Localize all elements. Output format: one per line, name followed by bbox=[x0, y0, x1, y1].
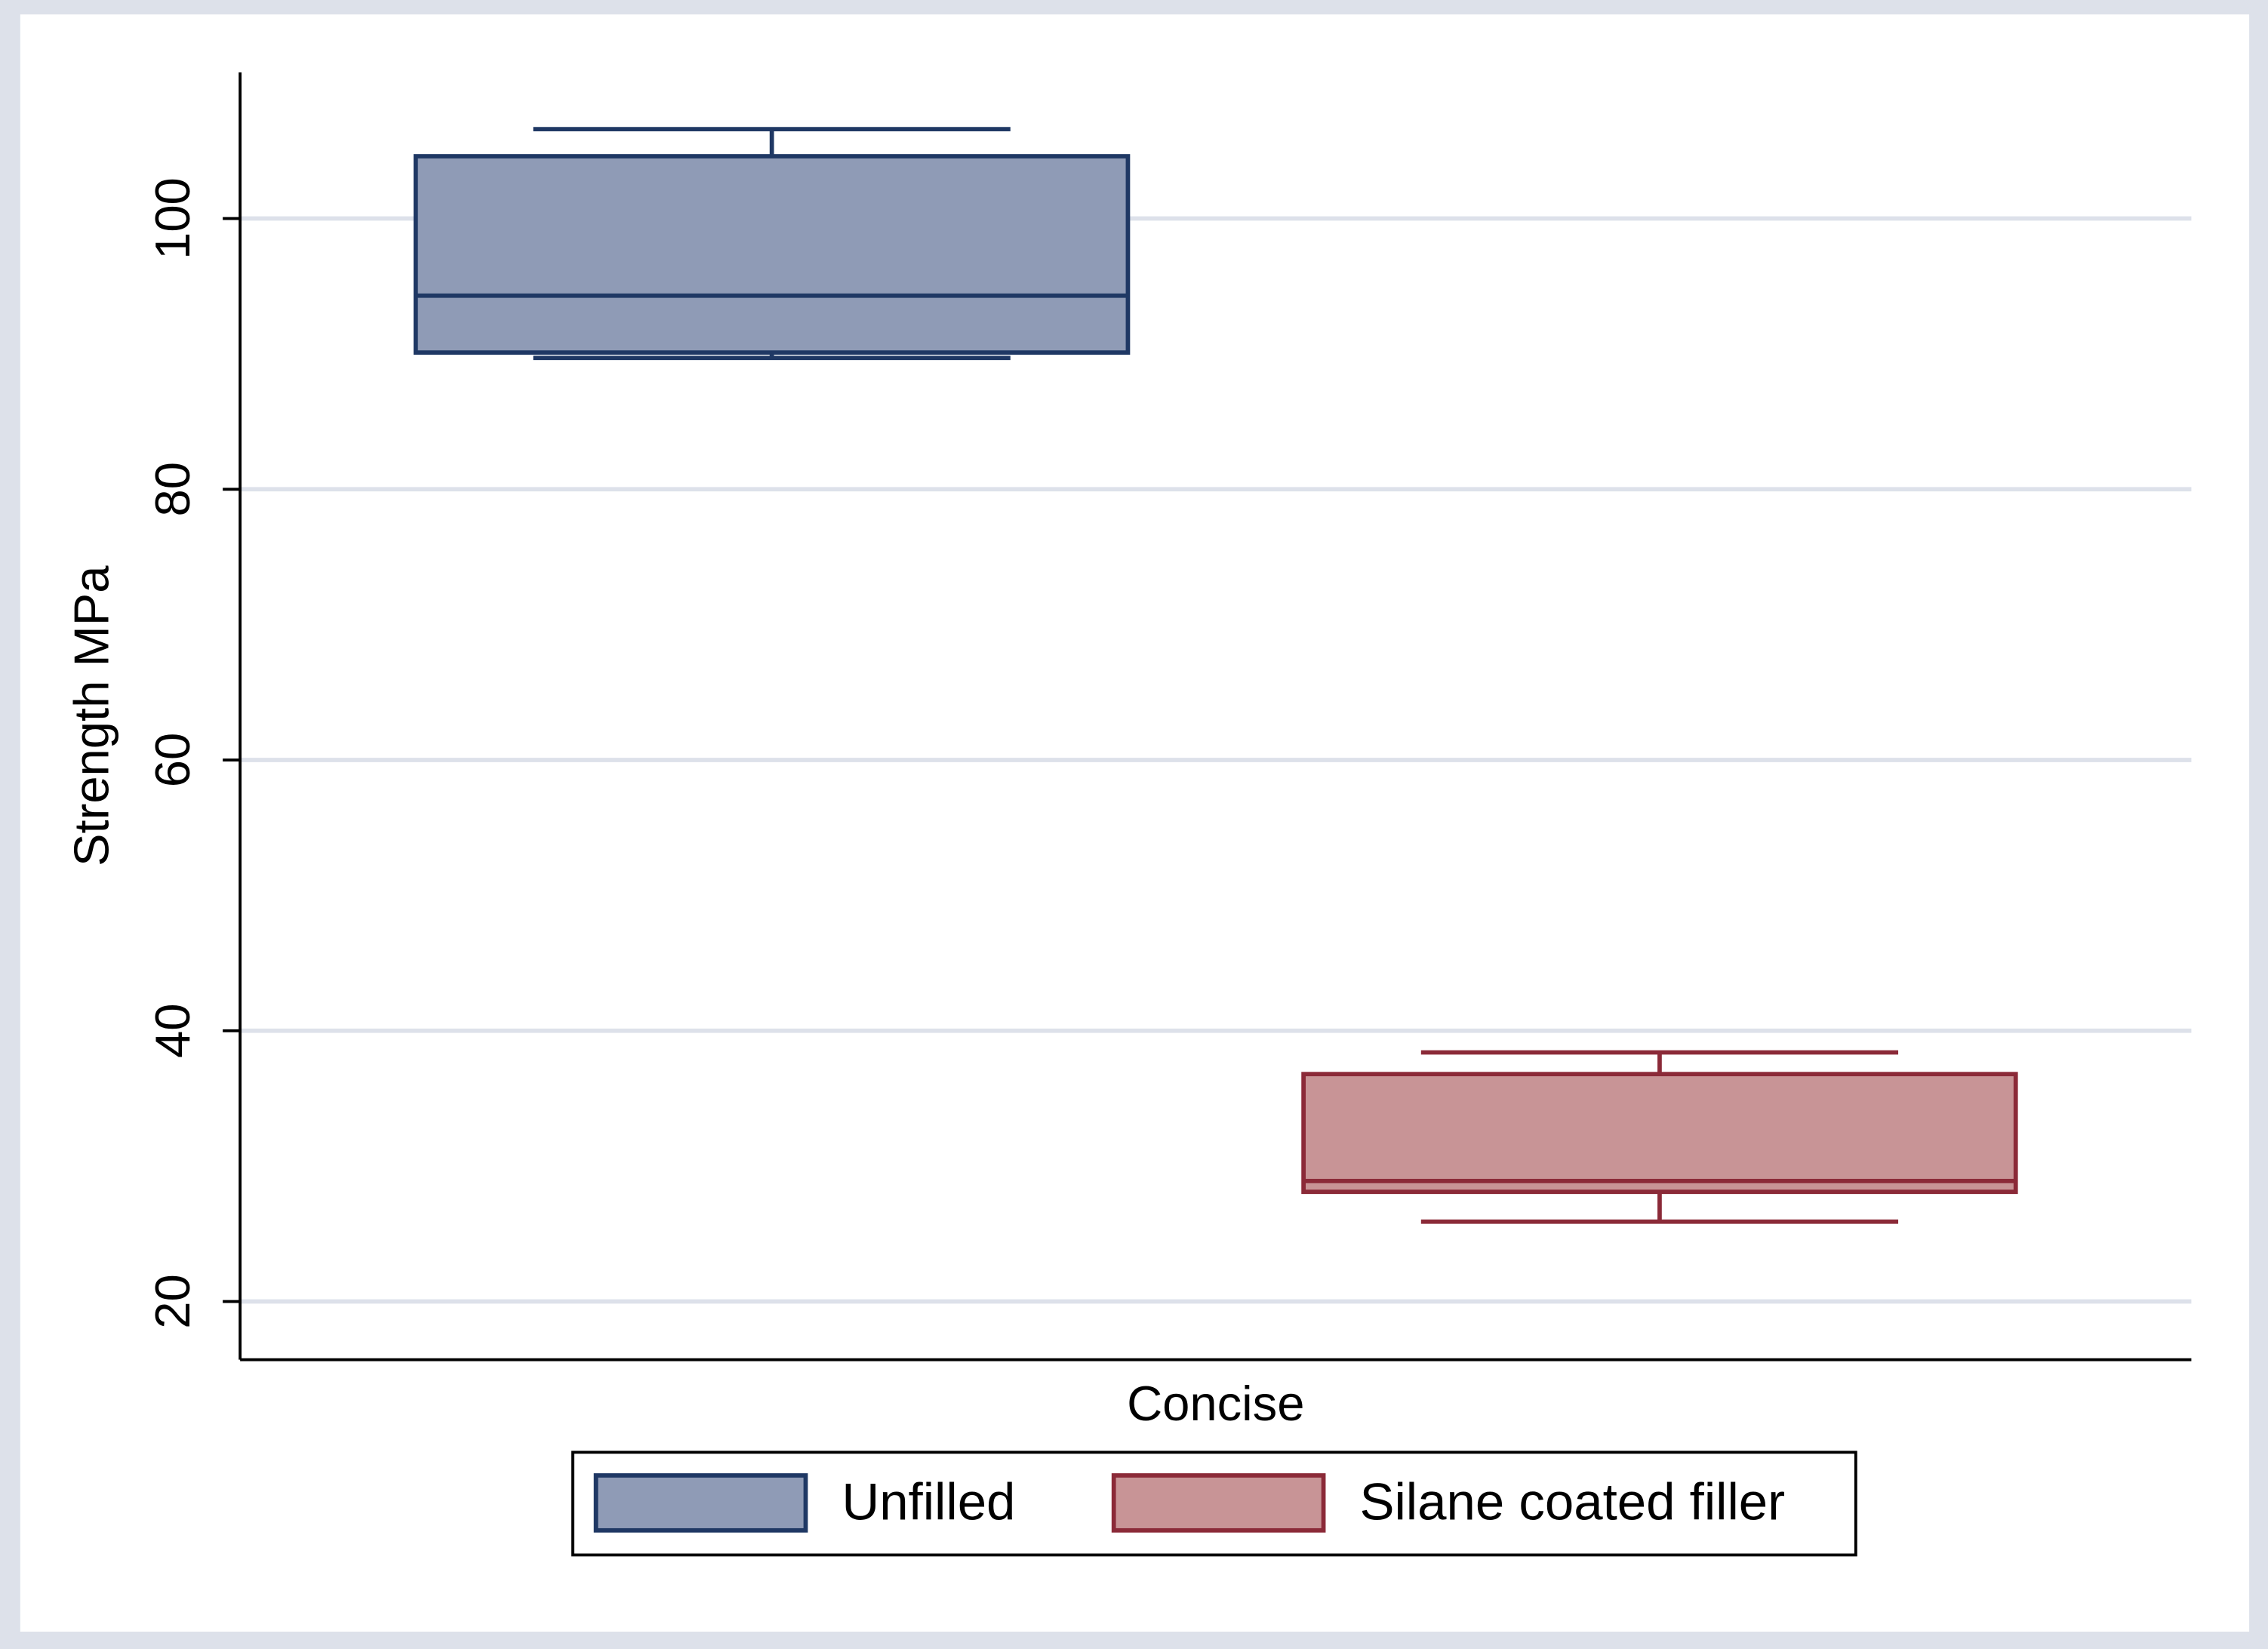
y-tick-label: 60 bbox=[145, 733, 200, 787]
y-axis-title: Strength MPa bbox=[64, 565, 119, 866]
legend-label: Unfilled bbox=[842, 1472, 1015, 1531]
box bbox=[413, 154, 1131, 355]
plot-region bbox=[20, 14, 2250, 1632]
x-category-label: Concise bbox=[1127, 1376, 1304, 1431]
legend-label: Silane coated filler bbox=[1359, 1472, 1785, 1531]
y-tick-label: 80 bbox=[145, 462, 200, 516]
box bbox=[1301, 1072, 2018, 1195]
legend-swatch bbox=[1111, 1473, 1326, 1533]
y-tick-label: 100 bbox=[145, 177, 200, 260]
y-tick-label: 40 bbox=[145, 1004, 200, 1058]
legend-swatch bbox=[593, 1473, 808, 1533]
y-tick-label: 20 bbox=[145, 1274, 200, 1328]
